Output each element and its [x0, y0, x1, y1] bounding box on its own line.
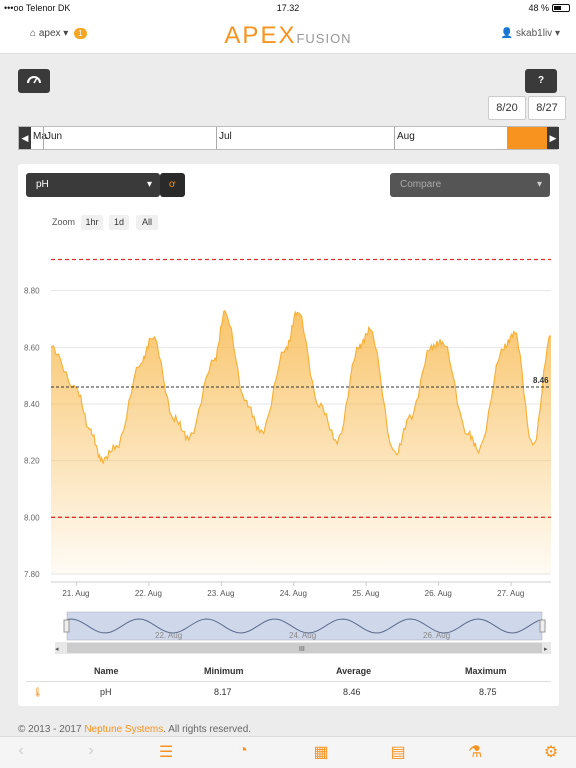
navigator-selection: [66, 611, 543, 641]
y-tick-label: 8.40: [24, 400, 40, 409]
y-tick-label: 8.80: [24, 287, 40, 296]
y-tick-label: 8.60: [24, 343, 40, 352]
zoom-all-button[interactable]: All: [136, 215, 158, 230]
table-header-minimum: Minimum: [204, 666, 244, 676]
carrier: •••oo Telenor DK: [4, 3, 71, 13]
table-row-average: 8.46: [343, 687, 361, 697]
x-tick-label: 23. Aug: [207, 589, 234, 598]
navigator-tick-label: 22. Aug: [155, 631, 182, 640]
notes-icon[interactable]: ▤: [390, 744, 406, 761]
copyright-prefix: © 2013 - 2017: [18, 724, 85, 735]
user-icon: 👤: [500, 28, 514, 39]
probe-settings-button[interactable]: ơ: [160, 173, 185, 197]
timeline-month: Jun: [46, 131, 63, 142]
table-row-minimum: 8.17: [214, 687, 232, 697]
dashboard-icon[interactable]: ◔: [238, 742, 248, 759]
user-name: skab1liv: [516, 28, 553, 39]
caret-down-icon: ▾: [146, 179, 152, 190]
bottom-nav-bar: ‹ › ☰ ◔ ▦ ▤ ⚗ ⚙: [0, 736, 576, 768]
x-tick-label: 27. Aug: [497, 589, 524, 598]
probe-settings-icon: ơ: [169, 179, 176, 190]
x-tick-label: 24. Aug: [280, 589, 307, 598]
navigator-tick-label: 26. Aug: [423, 631, 450, 640]
probe-select-value: pH: [36, 179, 49, 190]
timeline-month: Jul: [219, 131, 232, 142]
table-divider: [26, 681, 551, 682]
timeline-left-arrow[interactable]: ◀: [19, 127, 31, 149]
battery-icon: [552, 4, 570, 12]
flask-icon[interactable]: ⚗: [467, 744, 483, 761]
home-icon: ⌂: [30, 28, 37, 39]
zoom-1d-button[interactable]: 1d: [109, 215, 129, 230]
timeline-divider: [43, 127, 44, 149]
forward-arrow-icon[interactable]: ›: [88, 742, 94, 759]
zoom-label: Zoom: [52, 217, 76, 227]
top-bar: ⌂ apex ▾ 1 APEXFUSION 👤 skab1liv ▾: [0, 16, 576, 54]
company-link[interactable]: Neptune Systems: [84, 724, 164, 735]
timeline-month: Ma: [33, 131, 47, 142]
timeline-right-arrow[interactable]: ▶: [547, 127, 559, 149]
table-header-maximum: Maximum: [465, 666, 507, 676]
copyright: © 2013 - 2017 Neptune Systems. All right…: [18, 724, 251, 735]
dashboard-button[interactable]: [18, 69, 50, 93]
caret-down-icon: ▾: [63, 28, 69, 39]
clock: 17.32: [276, 3, 300, 13]
gauge-icon: [27, 76, 41, 84]
back-arrow-icon[interactable]: ‹: [18, 742, 24, 759]
scroll-right-arrow-icon: ▸: [544, 646, 548, 653]
navigator-scrollbar-thumb: [67, 643, 542, 653]
chart-panel: pH ▾ ơ Compare ▾ Zoom 1hr 1d All 8.80 8.6…: [18, 164, 559, 706]
compare-select[interactable]: Compare ▾: [390, 173, 550, 197]
settings-gear-icon[interactable]: ⚙: [543, 744, 559, 761]
navigator-left-handle: [63, 619, 70, 633]
range-start-date[interactable]: 8/20: [488, 96, 526, 120]
x-tick-label: 26. Aug: [425, 589, 452, 598]
x-tick-label: 22. Aug: [135, 589, 162, 598]
thermometer-icon: 🌡: [32, 687, 44, 697]
y-tick-label: 8.00: [24, 513, 40, 522]
status-bar: •••oo Telenor DK 17.32 48 %: [0, 0, 576, 16]
timeline-divider: [394, 127, 395, 149]
x-tick-label: 21. Aug: [62, 589, 89, 598]
logo: APEXFUSION: [0, 22, 576, 50]
average-label: 8.46: [533, 376, 549, 385]
probe-select[interactable]: pH ▾: [26, 173, 160, 197]
compare-placeholder: Compare: [400, 179, 442, 190]
battery-status: 48 %: [528, 3, 570, 13]
timeline-range-selector[interactable]: ◀ Ma Jun Jul Aug ▶: [18, 126, 559, 150]
range-end-date[interactable]: 8/27: [528, 96, 566, 120]
calendar-icon[interactable]: ▦: [313, 744, 329, 761]
help-button[interactable]: ?: [525, 69, 557, 93]
home-menu[interactable]: ⌂ apex ▾ 1: [30, 28, 87, 39]
home-label: apex: [38, 28, 61, 39]
series-area-ph: [51, 310, 551, 574]
series-line-ph: [50, 309, 552, 464]
zoom-1hr-button[interactable]: 1hr: [81, 215, 103, 230]
navigator-line: [66, 618, 543, 634]
scroll-grip-icon: III: [299, 646, 305, 653]
navigator-tick-label: 24. Aug: [289, 631, 316, 640]
timeline-month: Aug: [397, 131, 415, 142]
copyright-suffix: . All rights reserved.: [163, 724, 252, 735]
navigator-right-handle: [539, 619, 546, 633]
table-header-name: Name: [94, 666, 119, 676]
list-icon[interactable]: ☰: [158, 744, 174, 761]
timeline-divider: [216, 127, 217, 149]
table-row-name: pH: [100, 687, 112, 697]
table-header-average: Average: [336, 666, 372, 676]
table-row-maximum: 8.75: [479, 687, 497, 697]
notification-badge[interactable]: 1: [74, 28, 87, 39]
logo-sub: FUSION: [296, 31, 352, 46]
caret-down-icon: ▾: [554, 28, 560, 39]
y-tick-label: 7.80: [24, 570, 40, 579]
scroll-left-arrow-icon: ◂: [55, 646, 59, 653]
y-tick-label: 8.20: [24, 457, 40, 466]
logo-main: APEX: [224, 22, 297, 49]
timeline-selection-handle[interactable]: [507, 127, 547, 149]
caret-down-icon: ▾: [536, 179, 542, 190]
ph-chart[interactable]: 8.80 8.60 8.40 8.20 8.00 7.80 8.46 21. Aug 22. A…: [18, 214, 559, 654]
user-menu[interactable]: 👤 skab1liv ▾: [501, 28, 560, 39]
x-tick-label: 25. Aug: [352, 589, 379, 598]
